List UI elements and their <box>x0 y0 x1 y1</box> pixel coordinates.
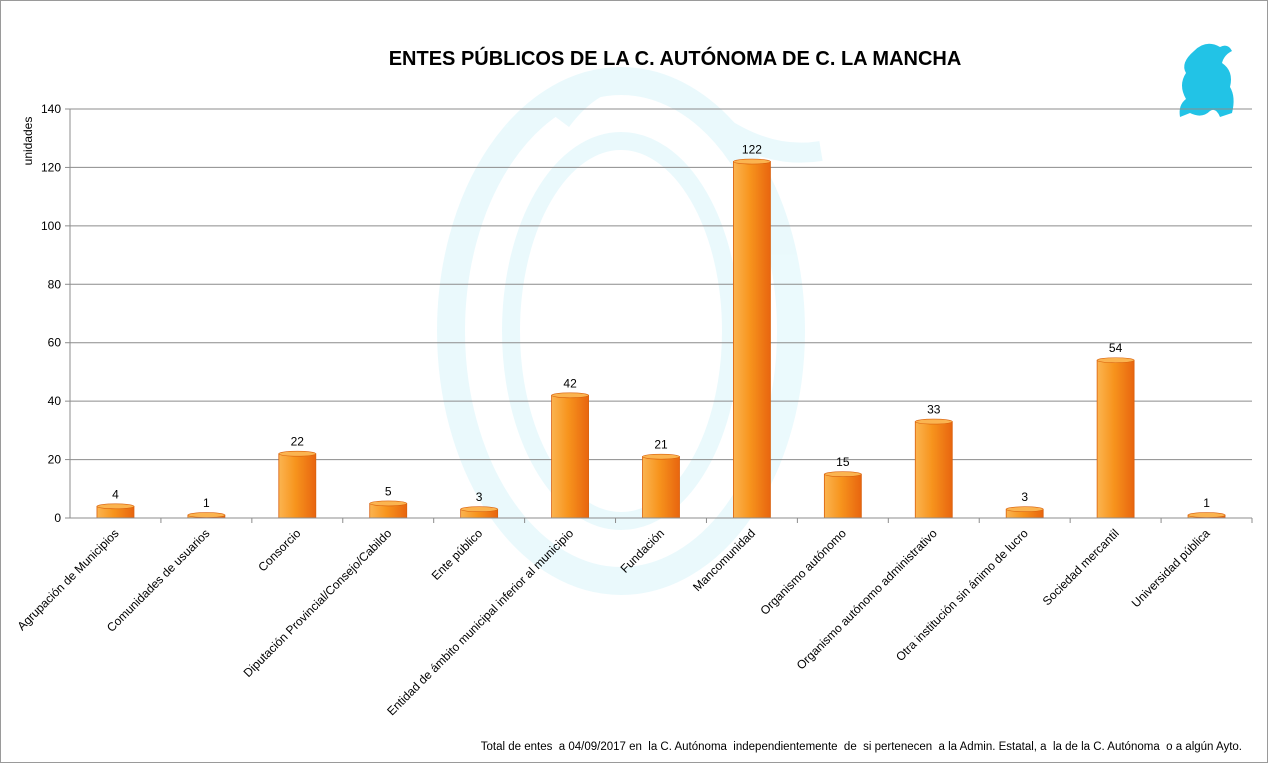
bar-cap <box>460 506 498 513</box>
x-tick-label: Comunidades de usuarios <box>104 526 212 634</box>
y-axis-label: unidades <box>21 117 35 166</box>
data-label: 3 <box>1021 490 1028 504</box>
griffin-logo-icon <box>1179 43 1234 117</box>
data-label: 1 <box>203 496 210 510</box>
x-tick-label: Consorcio <box>255 526 303 574</box>
data-label: 5 <box>385 484 392 498</box>
y-tick-label: 120 <box>41 160 61 174</box>
bar-cap <box>551 392 589 399</box>
bar <box>551 394 589 519</box>
data-label: 54 <box>1109 341 1123 355</box>
chart-title: ENTES PÚBLICOS DE LA C. AUTÓNOMA DE C. L… <box>389 46 962 70</box>
bar-cap <box>824 471 862 477</box>
watermark-eagle <box>437 67 823 595</box>
bar-cap <box>96 503 135 510</box>
footnote: Total de entes a 04/09/2017 en la C. Aut… <box>481 741 1242 753</box>
y-tick-label: 20 <box>48 453 62 467</box>
data-label: 122 <box>742 143 762 157</box>
data-label: 22 <box>291 435 305 449</box>
y-tick-label: 40 <box>48 394 62 408</box>
data-label: 15 <box>836 455 850 469</box>
x-tick-label: Agrupación de Municipios <box>15 526 122 633</box>
y-tick-label: 0 <box>54 511 61 525</box>
bar-cap <box>914 418 953 425</box>
bar-cap <box>733 158 771 165</box>
data-label: 42 <box>563 376 577 390</box>
bar-cap <box>187 512 226 518</box>
bar-cap <box>1005 506 1044 513</box>
x-tick-label: Universidad pública <box>1129 526 1213 610</box>
bar <box>823 473 862 519</box>
y-axis: 0 20 40 60 80 100 120 140 <box>41 102 71 525</box>
bar <box>914 421 953 519</box>
y-tick-label: 100 <box>41 219 61 233</box>
x-tick-label: Organismo autónomo <box>757 526 849 618</box>
y-tick-label: 140 <box>41 102 61 116</box>
bar <box>278 453 317 519</box>
bar-cap <box>642 453 680 460</box>
data-label: 33 <box>927 403 941 417</box>
bar <box>733 161 771 519</box>
data-label: 21 <box>654 438 668 452</box>
bar-cap <box>278 450 317 457</box>
y-tick-label: 60 <box>48 336 62 350</box>
data-label: 1 <box>1203 496 1210 510</box>
x-tick-label: Entidad de ámbito municipal inferior al … <box>384 526 576 718</box>
bar <box>642 456 680 519</box>
x-tick-label: Sociedad mercantil <box>1040 526 1122 608</box>
y-tick-label: 80 <box>48 277 62 291</box>
bar-cap <box>1096 357 1135 364</box>
x-tick-label: Organismo autónomo administrativo <box>794 526 940 672</box>
x-tick-label: Diputación Provincial/Consejo/Cabildo <box>241 526 395 680</box>
bar <box>1096 359 1135 519</box>
bar-cap <box>1187 512 1226 518</box>
data-label: 4 <box>112 487 119 501</box>
x-tick-label: Ente público <box>429 526 486 583</box>
bar-cap <box>369 500 408 507</box>
data-label: 3 <box>476 490 483 504</box>
